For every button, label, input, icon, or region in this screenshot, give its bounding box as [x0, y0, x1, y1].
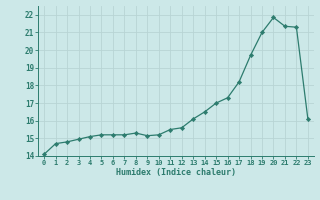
- X-axis label: Humidex (Indice chaleur): Humidex (Indice chaleur): [116, 168, 236, 177]
